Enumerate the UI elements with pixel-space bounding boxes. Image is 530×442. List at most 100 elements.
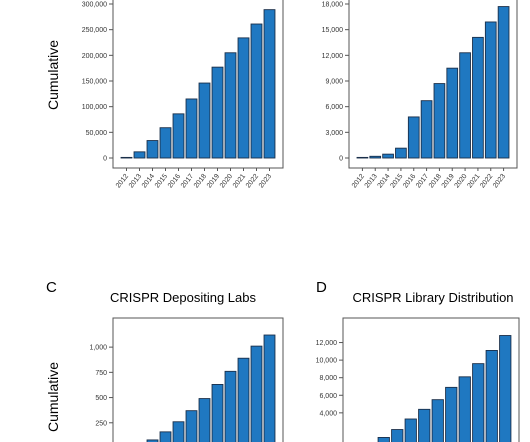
x-tick-label: 2013 [364, 173, 379, 190]
bar-2016 [404, 418, 417, 442]
x-tick-label: 2015 [154, 173, 169, 190]
x-tick-label: 2018 [428, 173, 443, 190]
x-tick-label: 2017 [415, 173, 430, 190]
plot-frame [342, 317, 520, 442]
bar-2019 [446, 67, 459, 159]
bar-2022 [250, 345, 263, 442]
bar-2015 [395, 147, 407, 159]
bar-2018 [431, 399, 444, 442]
x-tick-label: 2021 [232, 173, 247, 190]
x-tick-label: 2014 [377, 173, 392, 190]
bar-2015 [159, 431, 172, 442]
plot-frame [112, 317, 284, 442]
bar-2021 [237, 357, 250, 442]
bar-2020 [459, 52, 471, 159]
bar-2016 [172, 421, 185, 442]
y-tick-label: 200,000 [82, 53, 107, 60]
bar-2015 [159, 127, 172, 159]
y-tick-label: 10,000 [316, 358, 338, 365]
bar-2016 [172, 113, 185, 159]
y-tick-label: 15,000 [322, 27, 344, 34]
bar-2015 [391, 429, 404, 442]
y-tick-label: 50,000 [86, 130, 108, 137]
y-tick-label: 12,000 [316, 340, 338, 347]
x-tick-label: 2023 [492, 173, 507, 190]
y-tick-label: 250,000 [82, 27, 107, 34]
bar-2013 [133, 151, 146, 159]
bar-2021 [237, 37, 250, 159]
bar-2023 [497, 6, 510, 159]
x-tick-label: 2016 [402, 173, 417, 190]
y-tick-label: 1,000 [89, 345, 107, 352]
x-tick-label: 2014 [141, 173, 156, 190]
bar-2012 [120, 156, 133, 159]
y-tick-label: 250 [95, 420, 107, 427]
bar-2016 [407, 116, 420, 159]
x-tick-label: 2017 [180, 173, 195, 190]
y-tick-label: 0 [103, 156, 107, 163]
bar-2021 [472, 363, 485, 442]
y-tick-label: 150,000 [82, 79, 107, 86]
panel-letter: C [46, 279, 57, 296]
y-axis-label: Cumulative [45, 362, 61, 432]
x-tick-label: 2019 [206, 173, 221, 190]
x-tick-label: 2016 [167, 173, 182, 190]
bar-2022 [484, 21, 497, 159]
y-tick-label: 9,000 [325, 79, 343, 86]
bar-2012 [356, 156, 369, 159]
bar-2022 [485, 350, 498, 442]
x-tick-label: 2021 [466, 173, 481, 190]
bar-2023 [499, 335, 512, 442]
x-tick-label: 2022 [245, 173, 260, 190]
plot-frame [348, 0, 518, 169]
y-tick-label: 750 [95, 370, 107, 377]
bar-2014 [382, 153, 394, 159]
bar-2018 [433, 83, 446, 159]
x-tick-label: 2015 [389, 173, 404, 190]
bar-2019 [211, 384, 224, 442]
y-tick-label: 18,000 [322, 2, 344, 9]
y-tick-label: 8,000 [319, 375, 337, 382]
bar-2014 [146, 439, 159, 442]
x-tick-label: 2020 [454, 173, 469, 190]
y-tick-label: 6,000 [319, 393, 337, 400]
y-tick-label: 3,000 [325, 130, 343, 137]
chart-panel-4: 4,000 6,000 8,000 10,000 12,000 D CRISPR Libra… [316, 279, 520, 442]
x-tick-label: 2023 [258, 173, 273, 190]
y-tick-label: 500 [95, 395, 107, 402]
x-tick-label: 2013 [128, 173, 143, 190]
x-tick-label: 2019 [441, 173, 456, 190]
bar-2020 [224, 370, 237, 442]
plot-frame [112, 0, 284, 169]
x-tick-label: 2020 [219, 173, 234, 190]
y-axis-label: Cumulative [45, 40, 61, 110]
bar-2017 [420, 100, 433, 159]
chart-title: CRISPR Depositing Labs [110, 290, 256, 305]
bar-2018 [198, 82, 211, 159]
y-tick-label: 4,000 [319, 410, 337, 417]
bar-2023 [263, 334, 276, 442]
y-tick-label: 300,000 [82, 2, 107, 9]
bar-2014 [377, 437, 390, 442]
x-tick-label: 2018 [193, 173, 208, 190]
bar-2017 [185, 98, 198, 159]
bar-2017 [185, 410, 198, 442]
bar-2021 [472, 36, 484, 159]
y-tick-label: 12,000 [322, 53, 344, 60]
bar-2020 [224, 52, 237, 159]
x-tick-label: 2012 [115, 173, 130, 190]
chart-title: CRISPR Library Distribution [352, 290, 513, 305]
x-tick-label: 2022 [479, 173, 494, 190]
bar-2022 [250, 23, 263, 159]
bar-2013 [369, 155, 382, 159]
chart-panel-2: 03,0006,0009,00012,00015,00018,000201220… [322, 0, 518, 190]
y-tick-label: 100,000 [82, 104, 107, 111]
bar-2019 [445, 386, 458, 442]
bar-2019 [211, 66, 224, 159]
bar-2017 [418, 408, 431, 442]
y-tick-label: 6,000 [325, 104, 343, 111]
chart-panel-3: 250 500 750 1,000 Cumulative C CRISPR Depositi… [45, 279, 284, 442]
bar-2020 [458, 376, 471, 442]
bar-2018 [198, 398, 211, 442]
